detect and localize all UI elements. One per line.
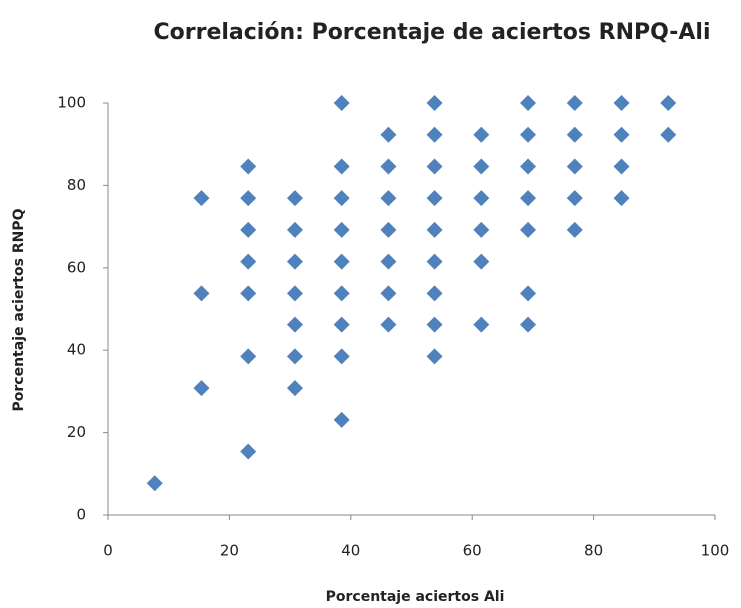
point bbox=[426, 253, 443, 270]
point bbox=[426, 285, 443, 302]
x-tick-label: 20 bbox=[220, 542, 239, 560]
point bbox=[566, 221, 583, 238]
point bbox=[286, 316, 303, 333]
point bbox=[286, 190, 303, 207]
point bbox=[426, 95, 443, 111]
point bbox=[240, 253, 257, 270]
point bbox=[520, 316, 537, 333]
point bbox=[333, 316, 350, 333]
x-tick-label: 100 bbox=[701, 542, 730, 560]
point bbox=[240, 443, 257, 460]
point bbox=[613, 126, 630, 143]
point bbox=[333, 221, 350, 238]
y-tick-label: 0 bbox=[76, 506, 86, 524]
point bbox=[613, 95, 630, 111]
x-tick-label: 40 bbox=[341, 542, 360, 560]
point bbox=[426, 221, 443, 238]
point bbox=[286, 348, 303, 365]
point bbox=[286, 221, 303, 238]
point bbox=[473, 221, 490, 238]
point bbox=[426, 190, 443, 207]
point bbox=[566, 190, 583, 207]
point bbox=[426, 158, 443, 175]
point bbox=[333, 190, 350, 207]
point bbox=[380, 221, 397, 238]
point bbox=[333, 348, 350, 365]
chart-title: Correlación: Porcentaje de aciertos RNPQ… bbox=[153, 20, 710, 45]
y-axis-title: Porcentaje aciertos RNPQ bbox=[11, 208, 27, 411]
point bbox=[660, 95, 677, 111]
x-tick-label: 80 bbox=[584, 542, 603, 560]
point bbox=[146, 475, 163, 492]
point bbox=[333, 95, 350, 111]
point bbox=[520, 158, 537, 175]
point bbox=[193, 285, 210, 302]
point bbox=[240, 221, 257, 238]
point bbox=[380, 285, 397, 302]
point bbox=[286, 380, 303, 397]
y-tick-label: 60 bbox=[67, 258, 86, 276]
point bbox=[520, 221, 537, 238]
point bbox=[426, 316, 443, 333]
point bbox=[613, 158, 630, 175]
point bbox=[240, 285, 257, 302]
point bbox=[520, 95, 537, 111]
x-tick-label: 0 bbox=[103, 542, 113, 560]
point bbox=[426, 126, 443, 143]
y-tick-label: 40 bbox=[67, 341, 86, 359]
point bbox=[193, 190, 210, 207]
point bbox=[520, 190, 537, 207]
point bbox=[473, 316, 490, 333]
point bbox=[380, 253, 397, 270]
point bbox=[613, 190, 630, 207]
point bbox=[473, 158, 490, 175]
x-tick-label: 60 bbox=[463, 542, 482, 560]
point bbox=[473, 253, 490, 270]
point bbox=[473, 190, 490, 207]
y-tick-label: 80 bbox=[67, 176, 86, 194]
point bbox=[193, 380, 210, 397]
point bbox=[566, 126, 583, 143]
point bbox=[566, 95, 583, 111]
point bbox=[426, 348, 443, 365]
point bbox=[240, 158, 257, 175]
point bbox=[333, 253, 350, 270]
point bbox=[380, 158, 397, 175]
point bbox=[333, 158, 350, 175]
y-tick-label: 20 bbox=[67, 423, 86, 441]
point bbox=[520, 285, 537, 302]
point bbox=[240, 348, 257, 365]
point bbox=[380, 126, 397, 143]
point bbox=[240, 190, 257, 207]
point bbox=[520, 126, 537, 143]
point bbox=[333, 411, 350, 428]
point bbox=[380, 316, 397, 333]
x-axis-title: Porcentaje aciertos Ali bbox=[326, 589, 505, 605]
point bbox=[473, 126, 490, 143]
point bbox=[286, 285, 303, 302]
point bbox=[333, 285, 350, 302]
point bbox=[566, 158, 583, 175]
point bbox=[380, 190, 397, 207]
y-tick-label: 100 bbox=[57, 94, 86, 112]
point bbox=[660, 126, 677, 143]
point bbox=[286, 253, 303, 270]
